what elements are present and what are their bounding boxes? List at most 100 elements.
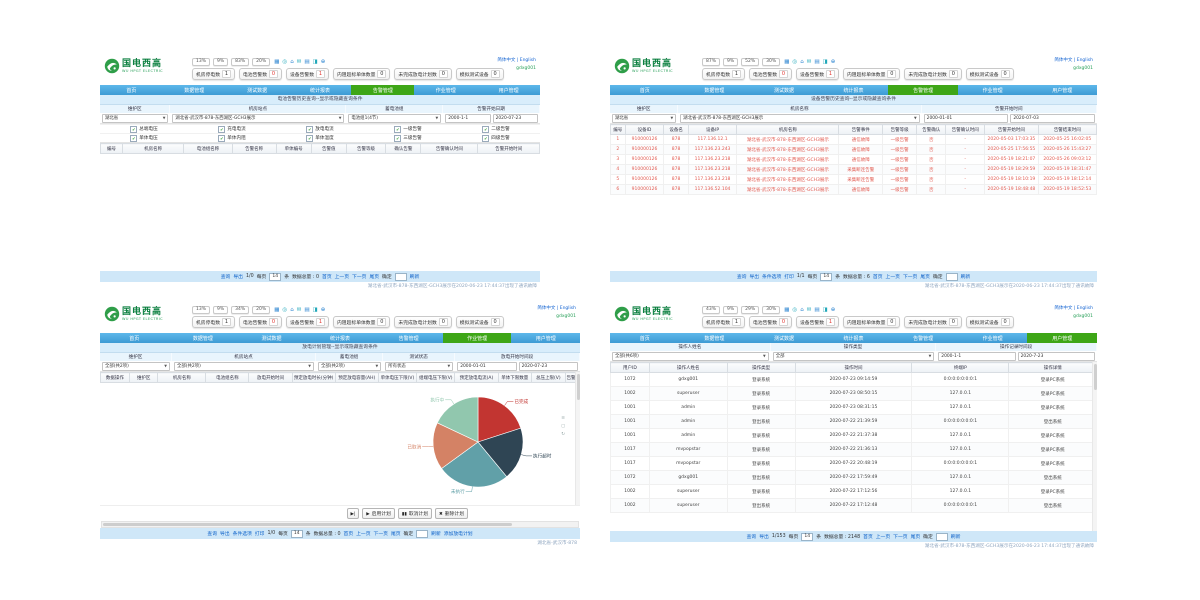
pager-link[interactable]: 查询 [736,275,747,280]
nav-tab[interactable]: 测试数据 [261,335,282,342]
filter-select[interactable]: 全部(共2项) ▼ [318,361,382,371]
checkbox-checked-icon[interactable]: ✔ [394,125,402,133]
panel-icon[interactable]: ▤ [814,59,820,65]
filter-date-start-input[interactable]: 2000-1-1 [445,113,491,123]
nav-tab[interactable]: 首页 [639,87,650,94]
column-header[interactable]: 告警确认时间 [945,124,986,135]
pager-link[interactable]: 查询 [207,532,218,537]
pager-link[interactable]: 首页 [343,532,354,537]
pager-link[interactable]: 上一页 [356,532,371,537]
nav-tab[interactable]: 统计报表 [330,335,351,342]
pager-link[interactable]: 刷新 [431,532,441,537]
home-icon[interactable]: ⌂ [290,307,294,313]
pager-link[interactable]: 下一页 [373,532,388,537]
column-header[interactable]: 操作详情 [1008,362,1097,373]
column-header[interactable]: 操作人姓名 [648,362,728,373]
globe-icon[interactable]: ⊕ [320,59,326,65]
monitor-icon[interactable]: ▦ [274,59,280,65]
filter-date-end-input[interactable]: 2020-07-23 [492,113,538,123]
filter-date-start-input[interactable]: 2000-01-01 [923,113,1009,123]
checkbox-item[interactable]: ✔ 充电电流 [188,125,276,133]
pager-input[interactable]: 14 [820,272,833,281]
nav-tab[interactable]: 数据管理 [704,335,725,342]
device-icon[interactable]: ◨ [822,59,828,65]
checkbox-item[interactable]: ✔ 放电电流 [276,125,364,133]
skip-button[interactable]: ▶| [346,508,360,519]
nav-tab[interactable]: 用户管理 [1052,87,1073,94]
table-row[interactable]: 3 910000126 878 117.136.23.218 湖北省-武汉市-878-东… [610,154,1097,165]
table-row[interactable]: 1072 gdxg001 登出系统 2020-07-22 17:59:49 127.0.… [610,470,1097,485]
column-header[interactable]: 用户ID [610,362,650,373]
checkbox-checked-icon[interactable]: ✔ [130,125,138,133]
language-switch[interactable]: 简体中文 | English [497,58,536,63]
mail-icon[interactable]: ✉ [806,307,812,313]
column-header[interactable]: 电池组名称 [183,143,233,154]
filter-select[interactable]: 全部(共2项) ▼ [174,361,314,371]
table-row[interactable]: 4 910000126 878 117.136.23.218 湖北省-武汉市-878-东… [610,164,1097,175]
nav-tab[interactable]: 首页 [129,335,140,342]
pager-link[interactable]: 首页 [863,535,873,540]
wifi-icon[interactable]: ◎ [792,59,798,65]
nav-tab[interactable]: 告警管理 [888,85,958,95]
scrollbar-thumb[interactable] [103,522,513,526]
checkbox-item[interactable]: ✔ 单体内阻 [188,134,276,142]
pager-link[interactable]: 刷新 [960,275,971,280]
column-header[interactable]: 单体编号 [275,143,312,154]
column-header[interactable]: 机房名称 [121,143,185,154]
column-header[interactable]: 告警确认时间 [420,143,479,154]
checkbox-checked-icon[interactable]: ✔ [482,134,490,142]
pager-input[interactable] [416,529,429,538]
checkbox-item[interactable]: ✔ 单体电压 [100,134,188,142]
home-icon[interactable]: ⌂ [800,307,804,313]
device-icon[interactable]: ◨ [312,59,318,65]
column-header[interactable]: 编号 [100,143,123,154]
pager-input[interactable]: 14 [290,529,303,538]
column-header[interactable]: 预定放电时长(分钟) [291,372,336,383]
checkbox-checked-icon[interactable]: ✔ [218,125,226,133]
home-icon[interactable]: ⌂ [290,59,294,65]
column-header[interactable]: 组端电压下限(V) [416,372,456,383]
column-header[interactable]: 告警等级 [345,143,387,154]
pager-link[interactable]: 上一页 [875,535,891,540]
refresh-icon[interactable]: ↻ [561,432,565,437]
table-row[interactable]: 2 910000126 878 117.136.23.243 湖北省-武汉市-878-东… [610,144,1097,155]
pager-link[interactable]: 首页 [322,275,332,280]
language-switch[interactable]: 简体中文 | English [537,306,576,311]
checkbox-item[interactable]: ✔ 三级告警 [364,134,452,142]
column-header[interactable]: 设备IP [687,124,738,135]
pager-link[interactable]: 上一页 [334,275,350,280]
filter-date-start-input[interactable]: 2000-01-01 [457,361,517,371]
filter-date-end-input[interactable]: 2020-07-23 [518,361,578,371]
table-row[interactable]: 1017 mvpopstar 登录系统 2020-07-22 20:48:19 0:0:… [610,456,1097,471]
nav-tab[interactable]: 测试数据 [773,87,794,94]
pager-input[interactable] [935,532,948,541]
column-header[interactable]: 告警等级 [882,124,918,135]
nav-tab[interactable]: 数据管理 [704,87,725,94]
pager-input[interactable] [394,272,407,281]
filter-select[interactable]: 湖北省 ▼ [102,113,169,123]
language-switch[interactable]: 简体中文 | English [1054,306,1093,311]
filter-select[interactable]: 电池组1(4节) ▼ [348,113,442,123]
table-row[interactable]: 1001 admin 登录系统 2020-07-23 08:31:15 127.0.0.… [610,400,1097,415]
nav-tab[interactable]: 作业管理 [442,333,512,343]
table-row[interactable]: 1001 admin 登录系统 2020-07-22 21:37:38 127.0.0.… [610,428,1097,443]
section-title[interactable]: 放电计划管理--显示或隐藏查询条件 [100,343,580,353]
globe-icon[interactable]: ⊕ [320,307,326,313]
checkbox-item[interactable]: ✔ 单体温度 [276,134,364,142]
pager-link[interactable]: 上一页 [885,275,900,280]
checkbox-item[interactable]: ✔ 一级告警 [364,125,452,133]
checkbox-checked-icon[interactable]: ✔ [306,134,314,142]
nav-tab[interactable]: 告警管理 [913,335,934,342]
filter-select[interactable]: 全部 ▼ [772,351,935,361]
column-header[interactable]: 设备ID [624,124,665,135]
checkbox-item[interactable]: ✔ 二级告警 [452,125,540,133]
pager-link[interactable]: 尾页 [369,275,380,280]
column-header[interactable]: 电池组名称 [205,372,250,383]
column-header[interactable]: 告警开始时间 [984,124,1039,135]
nav-tab[interactable]: 统计报表 [310,87,331,94]
section-title[interactable]: 设备告警历史查询--显示或隐藏查询条件 [610,95,1097,105]
filter-date-start-input[interactable]: 2000-1-1 [938,351,1016,361]
menu-icon[interactable]: ≡ [561,416,565,421]
column-header[interactable]: 机房名称 [736,124,840,135]
filter-date-end-input[interactable]: 2020-07-03 [1010,113,1095,123]
